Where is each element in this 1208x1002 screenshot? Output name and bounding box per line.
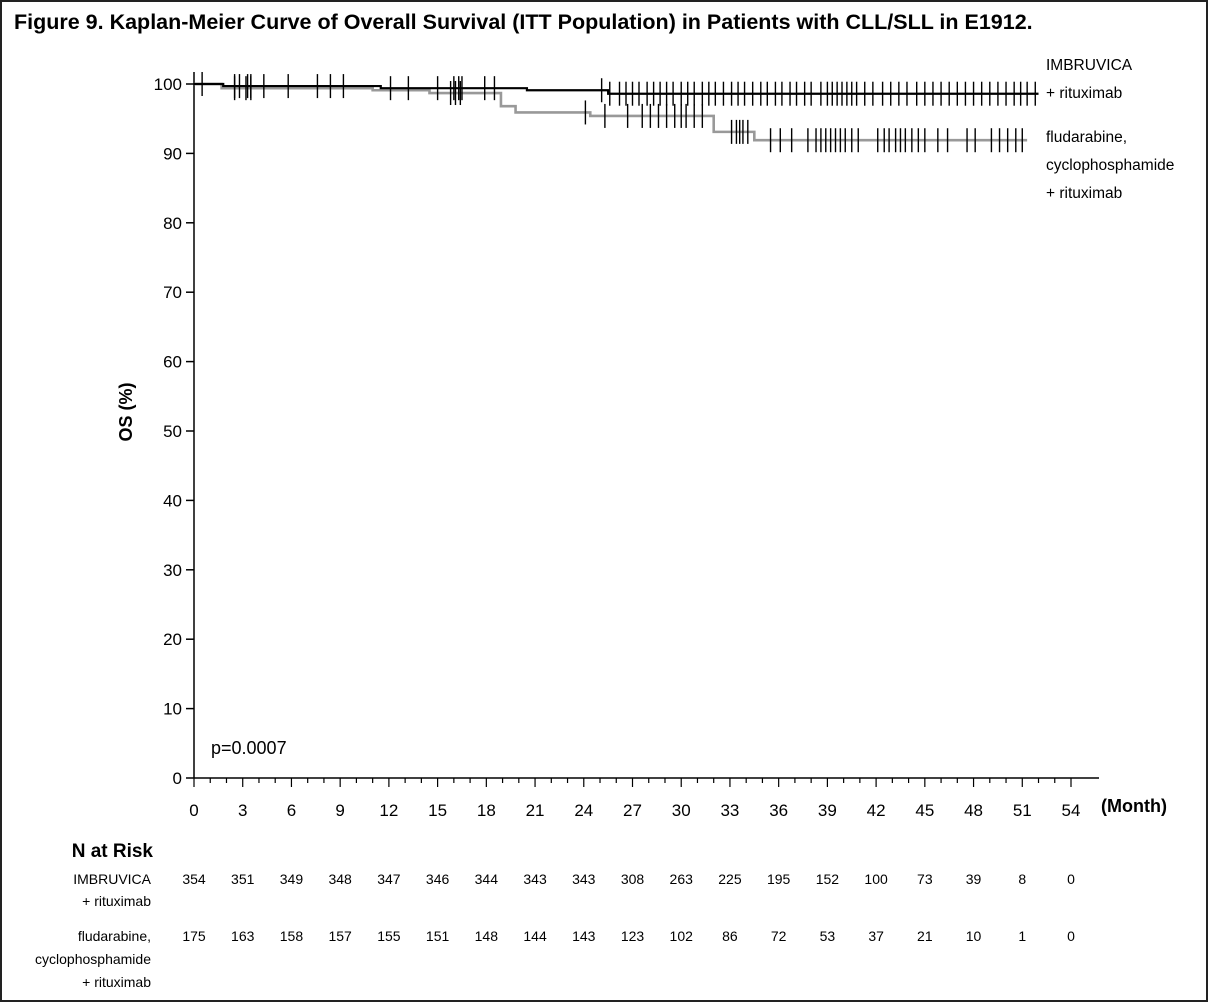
x-tick-label: 33 — [720, 801, 739, 820]
n-at-risk-value: 8 — [1018, 871, 1026, 887]
y-tick-label: 0 — [173, 769, 182, 788]
legend-label: cyclophosphamide — [1046, 157, 1174, 174]
y-tick-label: 50 — [163, 422, 182, 441]
n-at-risk-value: 195 — [767, 871, 791, 887]
n-at-risk-value: 72 — [771, 928, 787, 944]
n-at-risk-value: 53 — [820, 928, 836, 944]
series-imbruvica-rituximab — [194, 72, 1039, 106]
n-at-risk-value: 155 — [377, 928, 401, 944]
n-at-risk-row-label: fludarabine, — [78, 928, 151, 944]
n-at-risk-value: 351 — [231, 871, 255, 887]
x-axis-label: (Month) — [1101, 796, 1167, 816]
y-tick-label: 30 — [163, 561, 182, 580]
x-tick-label: 30 — [672, 801, 691, 820]
n-at-risk-value: 354 — [182, 871, 206, 887]
n-at-risk-value: 343 — [523, 871, 547, 887]
n-at-risk-row-label: IMBRUVICA — [73, 871, 151, 887]
n-at-risk-value: 86 — [722, 928, 738, 944]
n-at-risk-value: 225 — [718, 871, 742, 887]
x-tick-label: 0 — [189, 801, 198, 820]
n-at-risk-value: 143 — [572, 928, 596, 944]
n-at-risk-value: 157 — [328, 928, 352, 944]
n-at-risk-value: 0 — [1067, 928, 1075, 944]
n-at-risk-value: 10 — [966, 928, 982, 944]
y-tick-label: 10 — [163, 700, 182, 719]
x-tick-label: 24 — [574, 801, 593, 820]
n-at-risk-value: 347 — [377, 871, 401, 887]
x-tick-label: 12 — [379, 801, 398, 820]
n-at-risk-value: 308 — [621, 871, 645, 887]
n-at-risk-row-label: + rituximab — [82, 893, 151, 909]
n-at-risk-value: 39 — [966, 871, 982, 887]
p-value-annotation: p=0.0007 — [211, 738, 287, 758]
legend-label: + rituximab — [1046, 85, 1122, 102]
x-tick-label: 6 — [287, 801, 296, 820]
n-at-risk-value: 263 — [670, 871, 694, 887]
n-at-risk-value: 348 — [328, 871, 352, 887]
n-at-risk-value: 151 — [426, 928, 450, 944]
n-at-risk-value: 152 — [816, 871, 840, 887]
n-at-risk-value: 175 — [182, 928, 206, 944]
n-at-risk-value: 21 — [917, 928, 933, 944]
km-step-line — [194, 82, 1028, 142]
n-at-risk-row-label: cyclophosphamide — [35, 951, 151, 967]
n-at-risk-value: 344 — [475, 871, 499, 887]
y-tick-label: 80 — [163, 214, 182, 233]
y-tick-label: 90 — [163, 144, 182, 163]
x-tick-label: 36 — [769, 801, 788, 820]
x-tick-label: 9 — [335, 801, 344, 820]
n-at-risk-value: 37 — [868, 928, 884, 944]
n-at-risk-value: 0 — [1067, 871, 1075, 887]
n-at-risk-row-label: + rituximab — [82, 974, 151, 990]
y-tick-label: 100 — [154, 75, 182, 94]
x-tick-label: 54 — [1062, 801, 1081, 820]
y-tick-label: 60 — [163, 353, 182, 372]
n-at-risk-value: 1 — [1018, 928, 1026, 944]
x-tick-label: 48 — [964, 801, 983, 820]
n-at-risk-value: 144 — [523, 928, 547, 944]
n-at-risk-value: 100 — [864, 871, 888, 887]
n-at-risk-value: 158 — [280, 928, 304, 944]
n-at-risk-value: 123 — [621, 928, 645, 944]
legend-label: fludarabine, — [1046, 129, 1127, 146]
n-at-risk-value: 73 — [917, 871, 933, 887]
legend-label: + rituximab — [1046, 185, 1122, 202]
n-at-risk-value: 102 — [670, 928, 694, 944]
y-tick-label: 40 — [163, 491, 182, 510]
x-tick-label: 51 — [1013, 801, 1032, 820]
x-tick-label: 39 — [818, 801, 837, 820]
y-tick-label: 70 — [163, 283, 182, 302]
x-tick-label: 3 — [238, 801, 247, 820]
n-at-risk-header: N at Risk — [72, 841, 154, 862]
figure-title: Figure 9. Kaplan-Meier Curve of Overall … — [14, 10, 1033, 34]
x-tick-label: 21 — [526, 801, 545, 820]
chart-curves — [194, 72, 1039, 153]
series-fcr — [194, 76, 1028, 153]
x-tick-label: 45 — [915, 801, 934, 820]
legend-label: IMBRUVICA — [1046, 57, 1133, 74]
y-tick-label: 20 — [163, 630, 182, 649]
n-at-risk-value: 163 — [231, 928, 255, 944]
n-at-risk-value: 346 — [426, 871, 450, 887]
x-tick-label: 27 — [623, 801, 642, 820]
x-tick-label: 42 — [867, 801, 886, 820]
chart-legend: IMBRUVICA + rituximab fludarabine, cyclopho… — [1046, 57, 1174, 202]
n-at-risk-value: 343 — [572, 871, 596, 887]
n-at-risk-value: 148 — [475, 928, 499, 944]
x-tick-label: 18 — [477, 801, 496, 820]
y-axis-label: OS (%) — [116, 382, 136, 441]
n-at-risk-value: 349 — [280, 871, 304, 887]
x-tick-label: 15 — [428, 801, 447, 820]
n-at-risk-table: N at Risk IMBRUVICA + rituximab 354 351 349 34… — [35, 841, 1075, 990]
